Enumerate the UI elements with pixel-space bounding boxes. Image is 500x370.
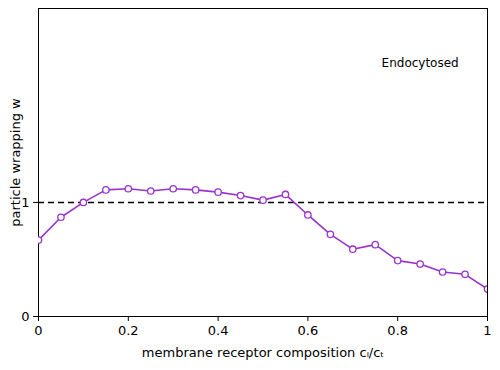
svg-text:1: 1 — [483, 323, 491, 338]
svg-text:0: 0 — [34, 323, 42, 338]
svg-text:Endocytosed: Endocytosed — [382, 56, 459, 70]
svg-text:0.4: 0.4 — [208, 323, 229, 338]
svg-text:membrane receptor composition: membrane receptor composition cₗ/cₜ — [142, 345, 384, 360]
svg-text:0.8: 0.8 — [387, 323, 408, 338]
svg-text:particle wrapping w: particle wrapping w — [8, 98, 23, 227]
svg-text:0.2: 0.2 — [118, 323, 139, 338]
svg-text:1: 1 — [21, 194, 30, 210]
svg-text:0: 0 — [21, 309, 29, 324]
svg-text:0.6: 0.6 — [298, 323, 319, 338]
